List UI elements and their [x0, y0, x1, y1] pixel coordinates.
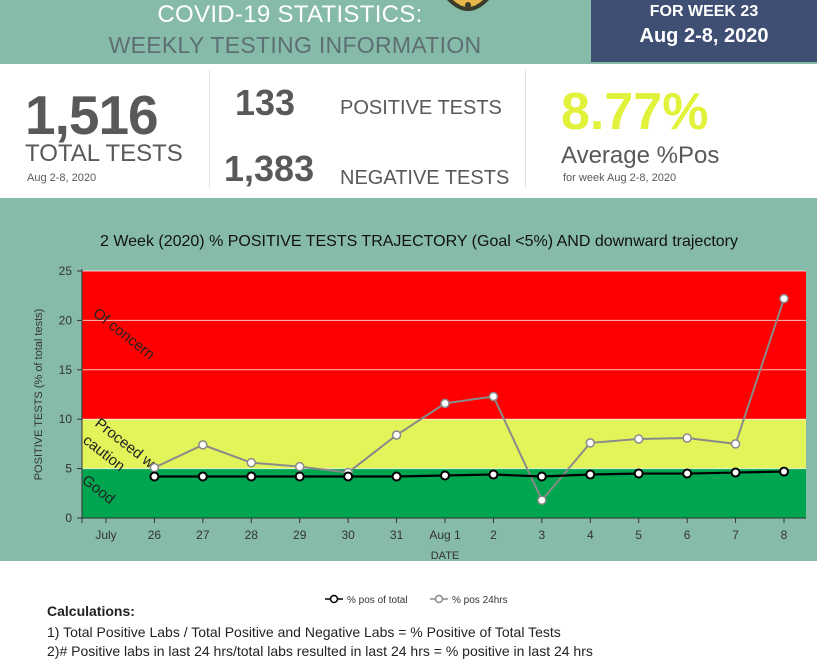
data-point-pos-24hrs [730, 439, 741, 449]
week-dates: Aug 2-8, 2020 [639, 25, 769, 47]
data-point-pos-24hrs [585, 438, 596, 448]
divider [209, 70, 210, 188]
data-point-pos-of-total [149, 471, 160, 482]
series-line-pos-of-total [154, 470, 785, 478]
average-positive-date: for week Aug 2-8, 2020 [563, 172, 677, 184]
y-tick-label: 25 [59, 264, 73, 278]
data-point-pos-of-total [585, 469, 596, 480]
x-tick-label: 31 [390, 528, 404, 542]
positive-tests-label: POSITIVE TESTS [340, 97, 502, 119]
data-point-pos-24hrs [682, 433, 692, 443]
data-point-pos-24hrs [488, 391, 499, 402]
page-title: COVID-19 STATISTICS: [157, 1, 423, 28]
x-tick-label: 7 [732, 528, 739, 542]
legend-label: % pos of total [347, 595, 408, 606]
legend-marker [329, 594, 339, 604]
y-axis-label: POSITIVE TESTS (% of total tests) [33, 309, 45, 481]
data-point-pos-of-total [294, 471, 305, 482]
week-badge: FOR WEEK 23 Aug 2-8, 2020 [591, 0, 817, 62]
data-point-pos-of-total [197, 471, 208, 482]
data-point-pos-24hrs [149, 462, 160, 473]
legend-label: % pos 24hrs [452, 595, 508, 606]
y-tick-label: 5 [65, 462, 72, 476]
x-tick-label: 5 [635, 528, 642, 542]
total-tests-value: 1,516 [25, 84, 159, 146]
total-tests-label: TOTAL TESTS [25, 140, 183, 167]
data-point-pos-of-total [536, 471, 547, 482]
data-point-pos-of-total [343, 471, 354, 482]
y-tick-label: 20 [59, 313, 73, 327]
x-tick-label: 4 [587, 528, 594, 542]
data-point-pos-of-total [246, 471, 257, 482]
total-tests-date: Aug 2-8, 2020 [27, 172, 97, 184]
data-point-pos-24hrs [440, 398, 450, 409]
band-of-concern [82, 271, 806, 420]
legend-marker [434, 594, 444, 604]
data-point-pos-24hrs [294, 461, 305, 472]
y-tick-label: 0 [65, 511, 72, 525]
data-point-pos-of-total [779, 466, 789, 477]
x-axis-label: DATE [431, 550, 460, 561]
x-tick-label: Aug 1 [429, 528, 461, 542]
data-point-pos-24hrs [246, 457, 257, 468]
page-subtitle: WEEKLY TESTING INFORMATION [108, 32, 482, 58]
x-tick-label: 2 [490, 528, 497, 542]
data-point-pos-24hrs [537, 495, 547, 505]
data-point-pos-24hrs [633, 434, 644, 444]
logo-icon [447, 0, 489, 11]
band-proceed-with-caution [82, 419, 806, 469]
week-number: FOR WEEK 23 [649, 3, 759, 20]
x-tick-label: 29 [293, 528, 307, 542]
divider [525, 70, 526, 188]
data-point-pos-24hrs [198, 440, 208, 450]
x-tick-label: 26 [148, 528, 162, 542]
chart-legend: % pos of total % pos 24hrs [325, 594, 508, 606]
data-point-pos-of-total [633, 468, 644, 479]
calculation-line-2: 2)# Positive labs in last 24 hrs/total l… [47, 643, 593, 659]
x-tick-label: 3 [539, 528, 546, 542]
chart-panel: 2 Week (2020) % POSITIVE TESTS TRAJECTOR… [0, 198, 817, 561]
x-tick-label: July [95, 528, 116, 542]
negative-tests-label: NEGATIVE TESTS [340, 167, 510, 189]
series-line-pos-24hrs [154, 298, 785, 503]
y-tick-label: 15 [59, 363, 73, 377]
positive-tests-value: 133 [235, 82, 296, 123]
chart-title: 2 Week (2020) % POSITIVE TESTS TRAJECTOR… [100, 233, 738, 250]
trajectory-chart: 2 Week (2020) % POSITIVE TESTS TRAJECTOR… [33, 233, 806, 561]
data-point-pos-24hrs [779, 293, 789, 304]
stats-panel: 1,516 TOTAL TESTS Aug 2-8, 2020 133 POSI… [0, 64, 817, 198]
negative-tests-value: 1,383 [224, 148, 315, 189]
x-tick-label: 8 [781, 528, 788, 542]
x-tick-label: 27 [196, 528, 210, 542]
x-tick-label: 28 [245, 528, 259, 542]
data-point-pos-of-total [440, 470, 450, 481]
x-tick-label: 6 [684, 528, 691, 542]
data-point-pos-of-total [730, 467, 741, 478]
x-tick-label: 30 [341, 528, 355, 542]
calculations-title: Calculations: [47, 603, 135, 619]
y-tick-label: 10 [59, 412, 73, 426]
average-positive-label: Average %Pos [561, 142, 720, 169]
data-point-pos-of-total [391, 471, 402, 482]
calculation-line-1: 1) Total Positive Labs / Total Positive … [47, 624, 561, 640]
data-point-pos-of-total [682, 468, 693, 479]
data-point-pos-24hrs [391, 430, 402, 440]
data-point-pos-of-total [488, 469, 499, 480]
average-positive-value: 8.77% [561, 83, 709, 141]
